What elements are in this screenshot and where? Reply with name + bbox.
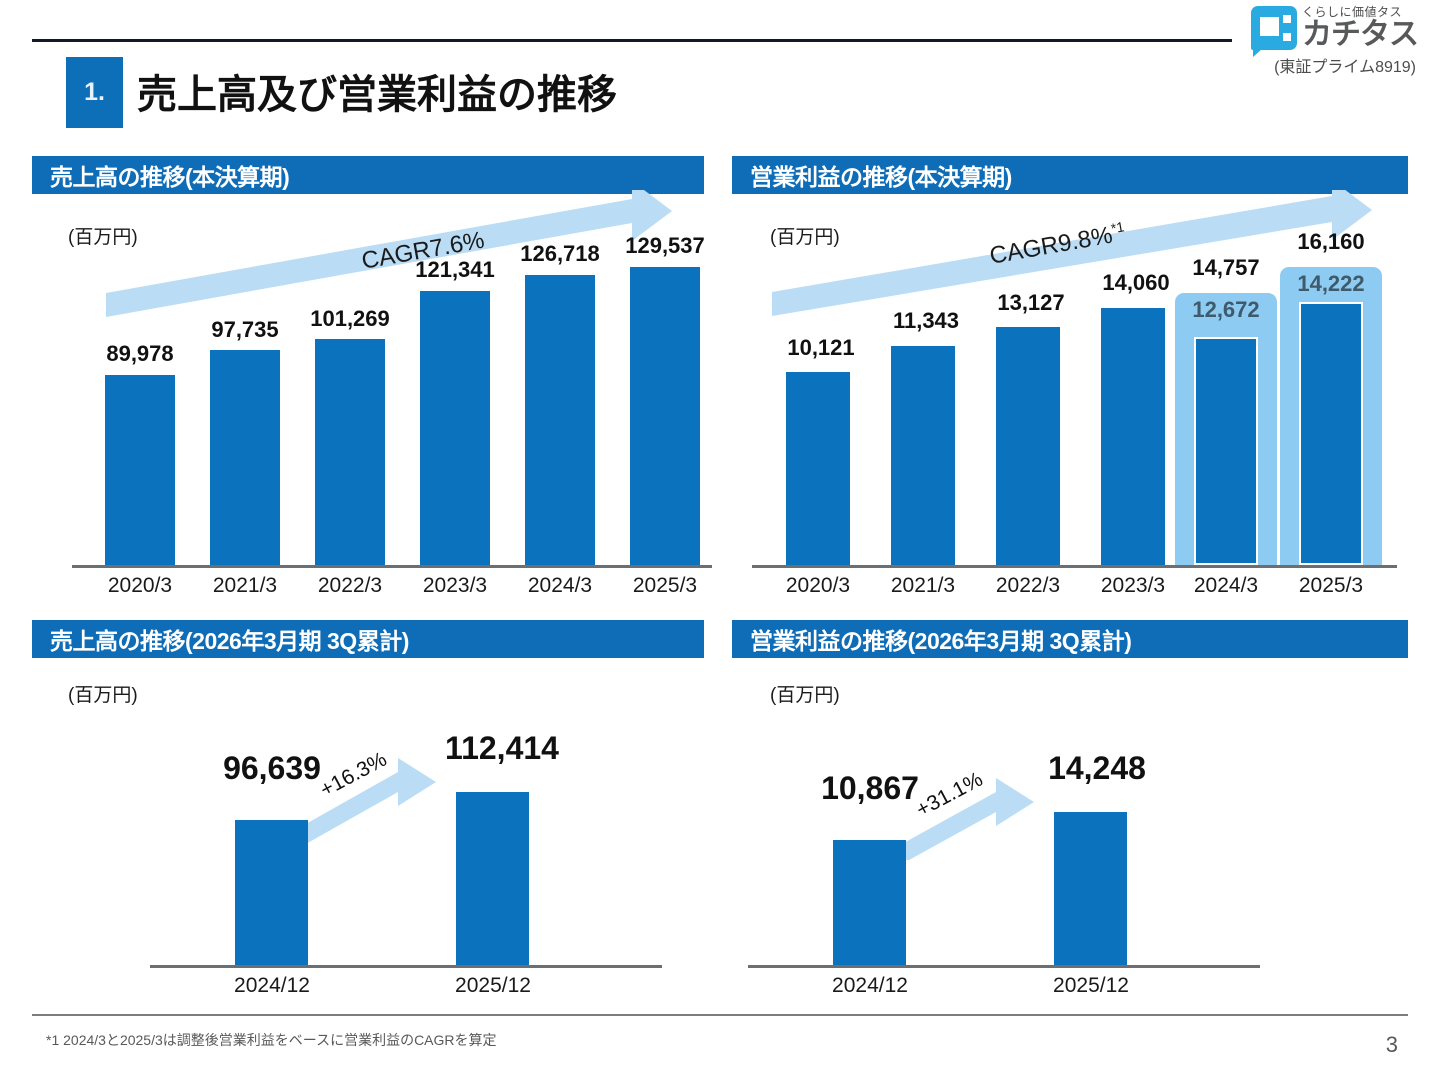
page-number: 3 [1385,1032,1398,1057]
x-tick-label: 2024/12 [234,974,310,997]
bar-value-label: 121,341 [415,257,495,282]
bar-2025-12 [1054,812,1127,965]
bar-adjusted-value-label: 14,757 [1192,255,1260,280]
bar-value-label: 96,639 [223,750,321,786]
bar-value-label: 12,672 [1192,297,1260,322]
x-tick-label: 2023/3 [422,574,488,597]
x-tick-label: 2025/12 [455,974,531,997]
x-tick-label: 2025/12 [1053,974,1129,997]
bar-value-label: 129,537 [625,233,705,258]
unit-label-profit-3q: (百万円) [770,685,840,706]
bar-2024-03 [1194,337,1258,565]
x-tick-label: 2021/3 [212,574,278,597]
bar-2025-03 [630,267,700,565]
chart-sales-3q: +16.3% 96,639 112,414 2024/12 2025/12 [32,660,704,1010]
logo-listing-code: (東証プライム8919) [1274,59,1416,76]
x-axis-line [150,965,662,968]
x-tick-label: 2021/3 [890,574,956,597]
logo-tagline: くらしに価値タス [1302,5,1403,19]
bar-value-label: 14,222 [1297,271,1365,296]
bar-2023-03 [420,291,490,565]
bar-value-label: 14,060 [1102,270,1170,295]
unit-label-sales-3q: (百万円) [68,685,138,706]
x-tick-label: 2024/3 [1193,574,1259,597]
cagr-label-profit-fy: CAGR9.8%*1 [987,218,1127,270]
bar-2021-03 [210,350,280,565]
bar-value-label: 10,867 [821,770,919,806]
x-tick-label: 2020/3 [107,574,173,597]
speech-bubble-logo-icon [1251,6,1297,57]
chart-profit-fy: CAGR9.8%*1 10,121 11,343 13,127 14,060 1… [732,180,1408,597]
x-tick-label: 2025/3 [1298,574,1364,597]
bar-value-label: 10,121 [787,335,855,360]
bar-2024-03 [525,275,595,565]
panel-heading-sales-3q: 売上高の推移(2026年3月期 3Q累計) [32,620,704,658]
x-axis-line [72,565,712,568]
panel-heading-profit-3q: 営業利益の推移(2026年3月期 3Q累計) [732,620,1408,658]
bar-2024-12 [235,820,308,965]
bar-2023-03 [1101,308,1165,565]
page-title: 売上高及び営業利益の推移 [137,73,617,117]
slide-number-badge: 1. [66,57,123,128]
x-axis-line [748,965,1260,968]
bar-value-label: 101,269 [310,306,390,331]
bar-adjusted-value-label: 16,160 [1297,229,1365,254]
company-logo: くらしに価値タス カチタス (東証プライム8919) [1218,5,1419,84]
bar-2022-03 [315,339,385,565]
x-tick-label: 2025/3 [632,574,698,597]
bar-value-label: 11,343 [892,308,960,333]
bar-value-label: 126,718 [520,241,600,266]
x-tick-label: 2023/3 [1100,574,1166,597]
panel-heading-sales-fy: 売上高の推移(本決算期) [32,156,704,194]
bar-2021-03 [891,346,955,565]
cagr-footnote-marker: *1 [1109,218,1126,237]
x-tick-label: 2024/12 [832,974,908,997]
x-tick-label: 2024/3 [527,574,593,597]
bar-value-label: 89,978 [106,341,174,366]
bar-2020-03 [786,372,850,565]
chart-sales-fy: CAGR7.6% 89,978 97,735 101,269 121,341 1… [32,181,712,597]
cagr-value: CAGR9.8% [987,221,1115,270]
bar-value-label: 97,735 [211,317,279,342]
header-divider [32,39,1232,42]
x-tick-label: 2022/3 [995,574,1061,597]
bar-value-label: 14,248 [1048,750,1146,786]
chart-profit-3q: +31.1% 10,867 14,248 2024/12 2025/12 [732,660,1408,1010]
bar-value-label: 112,414 [445,730,559,766]
bar-value-label: 13,127 [997,290,1065,315]
panel-heading-profit-fy: 営業利益の推移(本決算期) [732,156,1408,194]
bar-2022-03 [996,327,1060,565]
bar-2024-12 [833,840,906,965]
footer-divider [32,1014,1408,1016]
x-axis-line [752,565,1397,568]
bar-2020-03 [105,375,175,565]
x-tick-label: 2020/3 [785,574,851,597]
footnote-text: *1 2024/3と2025/3は調整後営業利益をベースに営業利益のCAGRを算… [46,1032,497,1048]
x-tick-label: 2022/3 [317,574,383,597]
bar-2025-12 [456,792,529,965]
logo-name: カチタス [1302,18,1419,51]
bar-2025-03 [1299,302,1363,565]
